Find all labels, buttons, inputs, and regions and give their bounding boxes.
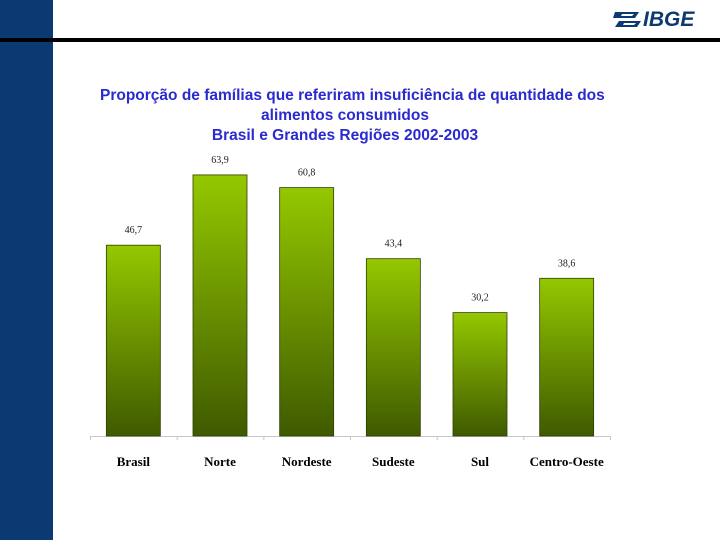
data-label: 60,8 <box>298 168 316 179</box>
category-label: Sudeste <box>372 454 415 469</box>
bar-nordeste <box>279 187 335 437</box>
bar-norte <box>192 174 248 437</box>
chart-title: Proporção de famílias que referiram insu… <box>100 86 605 146</box>
category-label: Centro-Oeste <box>530 454 604 469</box>
bar-centro-oeste <box>539 277 595 437</box>
category-label: Brasil <box>117 454 151 469</box>
chart-title-line-3: Brasil e Grandes Regiões 2002-2003 <box>211 127 479 144</box>
data-label: 30,2 <box>471 293 489 304</box>
ibge-logo-icon <box>613 12 641 27</box>
bar-sudeste <box>365 258 421 437</box>
bar-brasil <box>105 244 161 437</box>
data-label: 43,4 <box>385 239 403 250</box>
data-label: 46,7 <box>125 225 143 236</box>
category-label: Norte <box>204 454 236 469</box>
data-label: 63,9 <box>211 155 229 166</box>
category-label: Sul <box>471 454 489 469</box>
header-rule <box>0 38 720 42</box>
bar-sul <box>452 312 508 437</box>
chart-title-line-2: alimentos consumidos <box>261 107 429 124</box>
chart-title-line-1: Proporção de famílias que referiram insu… <box>100 87 605 104</box>
ibge-logo: IBGE <box>613 8 708 32</box>
left-band <box>0 0 53 540</box>
data-label: 38,6 <box>558 258 576 269</box>
category-label: Nordeste <box>282 454 332 469</box>
ibge-logo-text: IBGE <box>643 8 695 31</box>
